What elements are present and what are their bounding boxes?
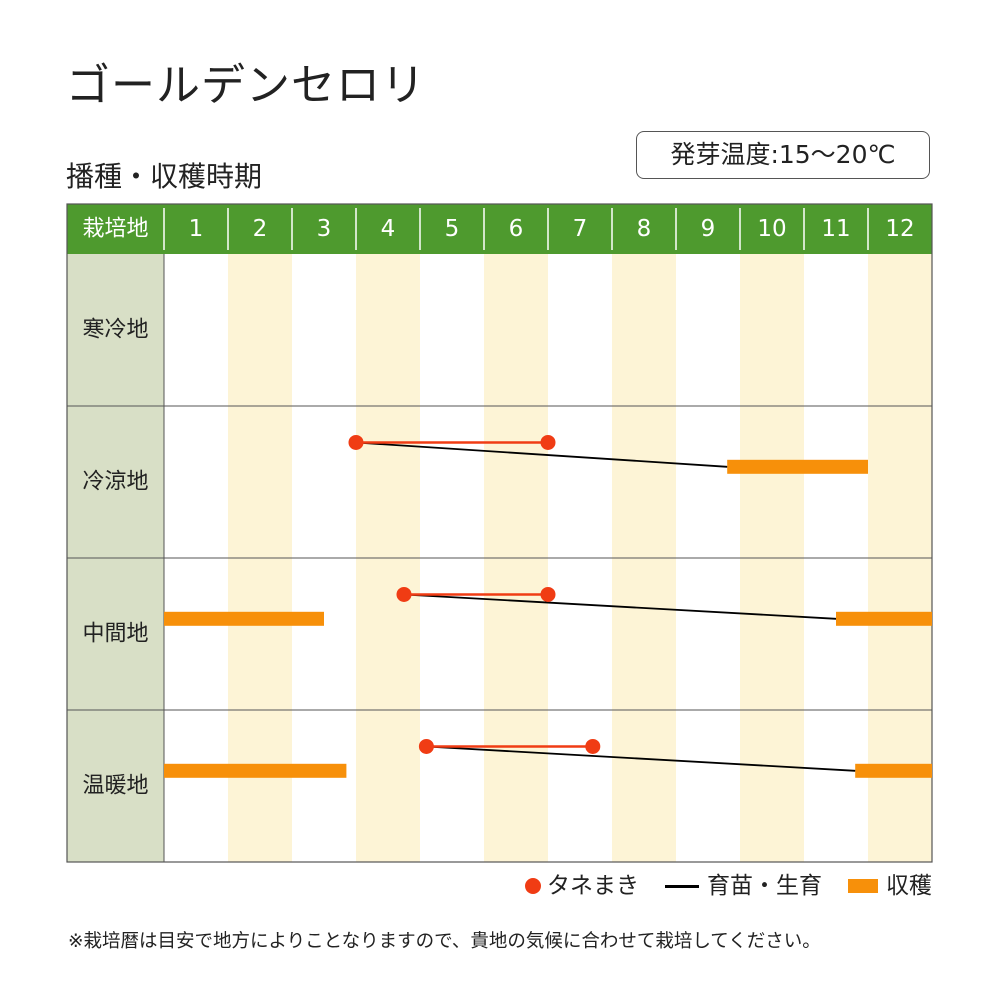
month-label: 1 — [189, 216, 204, 242]
germination-temperature-badge: 発芽温度:15〜20℃ — [636, 131, 930, 179]
legend-item-growing: 育苗・生育 — [665, 870, 822, 902]
month-label: 5 — [445, 216, 460, 242]
growing-line — [403, 593, 837, 620]
harvest-bar — [164, 611, 324, 626]
month-label: 9 — [701, 216, 716, 242]
sowing-start-dot — [348, 434, 364, 450]
harvest-bar — [727, 459, 868, 474]
footnote: ※栽培暦は目安で地方によりことなりますので、貴地の気候に合わせて栽培してください… — [68, 931, 821, 952]
legend-item-sowing: タネまき — [525, 870, 639, 902]
growing-line-icon — [665, 884, 699, 888]
sowing-dot-icon — [525, 878, 541, 894]
sowing-end-dot — [540, 434, 556, 450]
legend-harvest-label: 収穫 — [886, 873, 932, 899]
section-subtitle: 播種・収穫時期 — [66, 160, 263, 193]
sowing-start-dot — [396, 586, 412, 602]
page-title: ゴールデンセロリ — [66, 60, 426, 111]
header-bar — [67, 204, 932, 254]
sowing-end-dot — [585, 738, 601, 754]
month-label: 11 — [821, 216, 850, 242]
harvest-bar — [836, 611, 932, 626]
row-label: 寒冷地 — [82, 318, 148, 343]
legend-growing-label: 育苗・生育 — [707, 873, 822, 899]
month-label: 8 — [637, 216, 652, 242]
row-label: 冷涼地 — [82, 470, 148, 495]
month-label: 7 — [573, 216, 588, 242]
sowing-end-dot — [540, 586, 556, 602]
row-label: 中間地 — [82, 622, 148, 647]
growing-line — [426, 745, 856, 772]
harvest-bar — [855, 763, 932, 778]
harvest-bar-icon — [848, 879, 878, 893]
month-label: 3 — [317, 216, 332, 242]
legend: タネまき 育苗・生育 収穫 — [499, 870, 932, 902]
month-label: 2 — [253, 216, 268, 242]
month-label: 10 — [757, 216, 786, 242]
legend-item-harvest: 収穫 — [848, 870, 932, 902]
month-label: 4 — [381, 216, 396, 242]
row-label: 温暖地 — [82, 774, 148, 799]
header-label: 栽培地 — [82, 217, 148, 242]
month-label: 12 — [885, 216, 914, 242]
growing-line — [355, 441, 728, 468]
harvest-bar — [164, 763, 347, 778]
table-frame — [66, 203, 933, 863]
sowing-start-dot — [418, 738, 434, 754]
legend-sowing-label: タネまき — [547, 873, 639, 899]
month-label: 6 — [509, 216, 524, 242]
